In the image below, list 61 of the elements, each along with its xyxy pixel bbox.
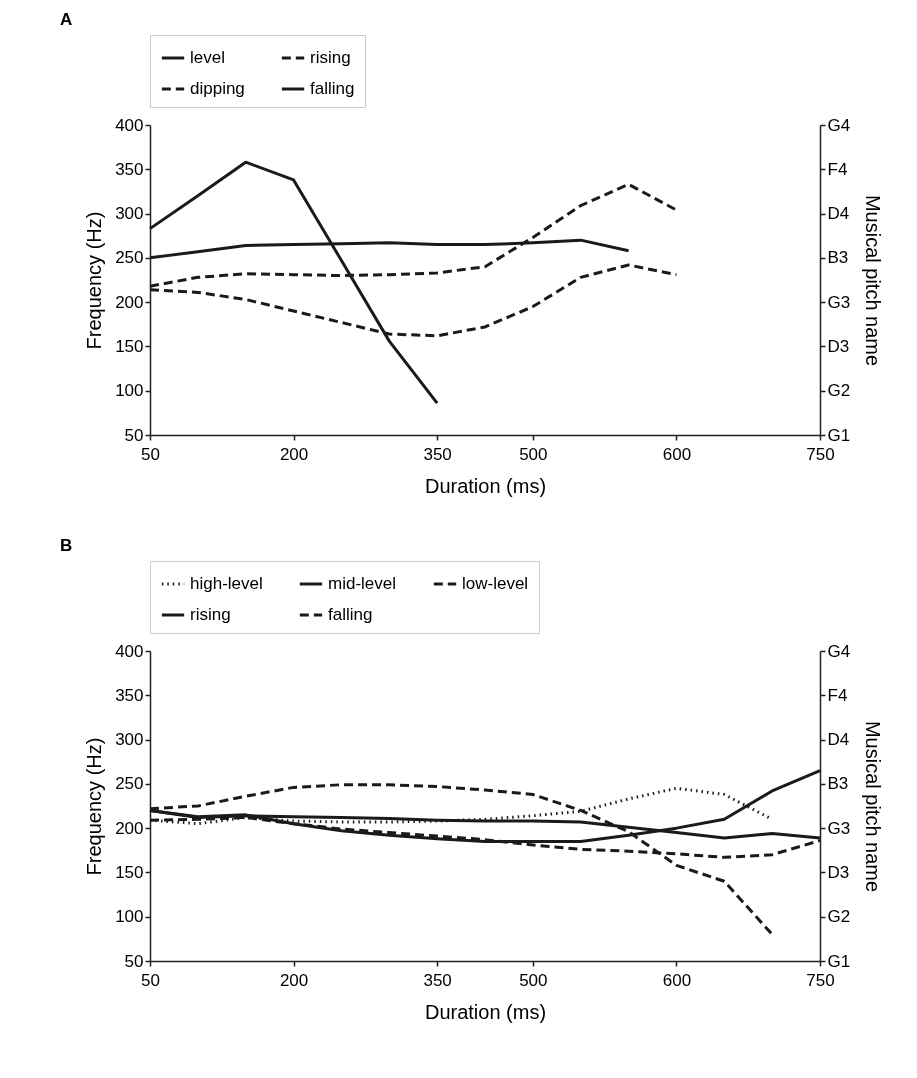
y-tick-label: 400 — [115, 641, 144, 661]
category-label: G1 — [827, 425, 851, 445]
legend-label: falling — [310, 79, 355, 98]
x-tick-label: 750 — [806, 444, 835, 464]
legend-label: falling — [328, 605, 373, 624]
y-tick-label: 200 — [115, 818, 144, 838]
x-tick-label: 600 — [662, 970, 692, 990]
x-tick-label: 500 — [519, 444, 548, 464]
y-axis-title: Frequency (Hz) — [83, 737, 106, 876]
category-label: B3 — [827, 774, 849, 794]
legend-label: dipping — [190, 79, 245, 98]
y-tick-label: 50 — [124, 425, 144, 445]
y-tick-label: 300 — [115, 204, 144, 224]
category-label: G4 — [827, 115, 851, 135]
x-tick-label: 600 — [662, 444, 692, 464]
legend-label: level — [190, 48, 225, 67]
x-tick-label: 350 — [423, 444, 452, 464]
x-tick-label: 200 — [279, 970, 309, 990]
x-tick-label: 350 — [423, 970, 452, 990]
y-tick-label: 200 — [115, 292, 144, 312]
y-tick-label: 250 — [115, 248, 144, 268]
chart-title: B — [60, 535, 73, 555]
category-label: G1 — [827, 951, 851, 971]
legend-label: rising — [310, 48, 351, 67]
y2-axis-title: Musical pitch name — [862, 194, 885, 367]
chart-title: A — [60, 9, 73, 29]
legend-label: rising — [190, 605, 231, 624]
category-label: G2 — [827, 907, 851, 927]
category-label: G4 — [827, 641, 851, 661]
legend-label: low-level — [462, 574, 529, 593]
legend-label: high-level — [190, 574, 263, 593]
y-tick-label: 250 — [115, 774, 144, 794]
category-label: G3 — [827, 292, 851, 312]
y-tick-label: 50 — [124, 951, 144, 971]
category-label: D3 — [827, 862, 850, 882]
y-tick-label: 350 — [115, 685, 144, 705]
x-axis-title: Duration (ms) — [424, 474, 547, 497]
x-tick-label: 50 — [141, 970, 160, 990]
x-tick-label: 500 — [519, 970, 548, 990]
y-tick-label: 350 — [115, 159, 144, 179]
y-tick-label: 150 — [115, 862, 144, 882]
category-label: D3 — [827, 336, 850, 356]
legend-label: mid-level — [328, 574, 397, 593]
category-label: G2 — [827, 381, 851, 401]
x-tick-label: 50 — [141, 444, 160, 464]
category-label: D4 — [827, 204, 850, 224]
y-tick-label: 300 — [115, 730, 144, 750]
y-axis-title: Frequency (Hz) — [83, 211, 106, 350]
category-label: F4 — [827, 685, 848, 705]
y2-axis-title: Musical pitch name — [862, 720, 885, 893]
y-tick-label: 100 — [115, 907, 144, 927]
category-label: B3 — [827, 248, 849, 268]
x-tick-label: 750 — [806, 970, 835, 990]
x-axis-title: Duration (ms) — [424, 1000, 547, 1023]
category-label: G3 — [827, 818, 851, 838]
x-tick-label: 200 — [279, 444, 309, 464]
y-tick-label: 100 — [115, 381, 144, 401]
category-label: F4 — [827, 159, 848, 179]
category-label: D4 — [827, 730, 850, 750]
y-tick-label: 400 — [115, 115, 144, 135]
y-tick-label: 150 — [115, 336, 144, 356]
